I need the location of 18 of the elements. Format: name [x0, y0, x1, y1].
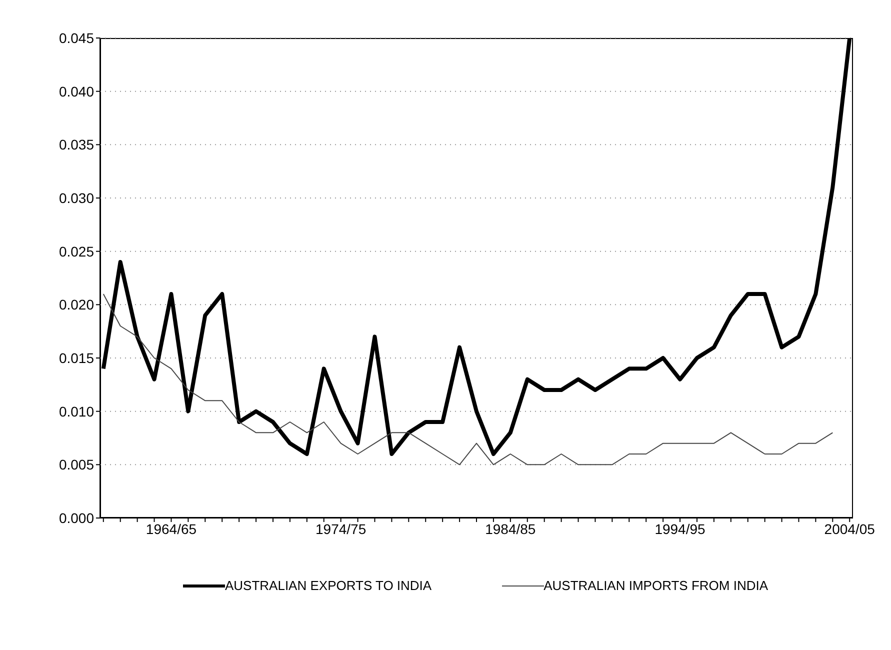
x-tick-label: 1984/85 [485, 520, 536, 537]
y-tick-label: 0.040 [58, 83, 94, 100]
x-tick-label: 1994/95 [654, 520, 706, 537]
y-tick-label: 0.005 [58, 456, 94, 473]
legend-label: AUSTRALIAN IMPORTS FROM INDIA [544, 578, 768, 593]
line-series [102, 294, 834, 466]
y-tick-label: 0.035 [58, 136, 94, 153]
x-tick-label: 1974/75 [316, 520, 366, 537]
y-tick-label: 0.015 [58, 350, 94, 366]
x-tick-label: 1964/65 [146, 520, 197, 537]
y-tick-label: 0.045 [58, 30, 94, 46]
x-tick-label: 2004/05 [824, 520, 876, 537]
y-tick-label: 0.025 [58, 243, 94, 260]
legend-label: AUSTRALIAN EXPORTS TO INDIA [224, 578, 432, 593]
y-tick-label: 0.010 [58, 403, 94, 420]
y-tick-label: 0.030 [58, 190, 94, 206]
y-tick-label: 0.000 [58, 510, 94, 526]
y-tick-label: 0.020 [58, 296, 94, 313]
